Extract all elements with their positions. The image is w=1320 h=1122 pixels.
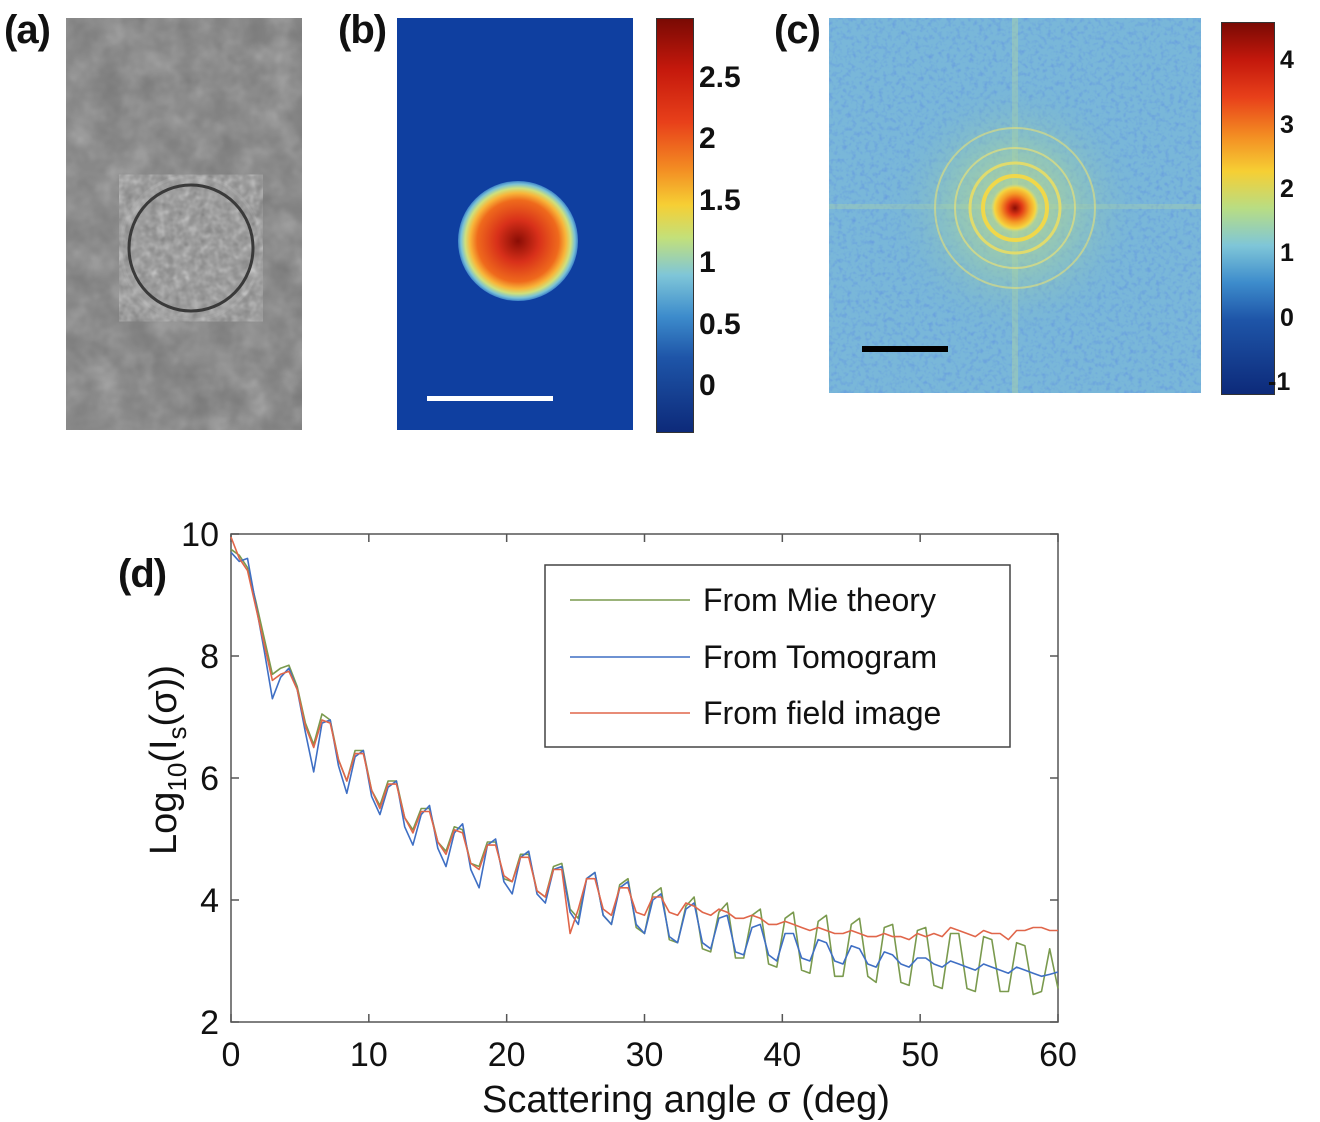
panel-label-d: (d) — [118, 552, 167, 596]
cb-b-tick: 0 — [699, 369, 716, 402]
y-tick-label: 10 — [181, 516, 219, 554]
y-tick-label: 6 — [200, 760, 219, 798]
y-tick-label: 2 — [200, 1004, 219, 1042]
legend-label: From Tomogram — [703, 639, 937, 675]
cb-c-tick: 3 — [1280, 111, 1294, 139]
panel-a-micrograph — [66, 18, 302, 430]
cb-c-tick: 1 — [1280, 239, 1294, 267]
cb-c-tick: -1 — [1268, 368, 1291, 396]
x-axis-label: Scattering angle σ (deg) — [482, 1079, 890, 1121]
cb-b-tick: 2 — [699, 122, 716, 155]
panel-label-c: (c) — [774, 8, 821, 52]
panel-label-b: (b) — [338, 8, 387, 52]
x-tick-label: 10 — [350, 1036, 388, 1074]
x-tick-label: 60 — [1039, 1036, 1077, 1074]
legend-label: From Mie theory — [703, 582, 936, 618]
x-tick-label: 30 — [626, 1036, 664, 1074]
panel-b-image — [397, 18, 633, 430]
panel-b-colorbar — [656, 18, 694, 433]
cb-b-tick: 1 — [699, 246, 716, 279]
y-tick-label: 4 — [200, 882, 219, 920]
cb-c-tick: 0 — [1280, 304, 1294, 332]
cb-b-tick: 0.5 — [699, 308, 741, 341]
y-tick-label: 8 — [200, 638, 219, 676]
cb-c-tick: 2 — [1280, 175, 1294, 203]
cb-c-tick: 4 — [1280, 46, 1294, 74]
legend-box — [544, 564, 1011, 748]
x-tick-label: 50 — [901, 1036, 939, 1074]
y-axis-label: Log10(Is(σ)) — [143, 665, 192, 855]
series-line-field — [230, 536, 1058, 941]
panel-c-image — [829, 18, 1201, 393]
panel-c-colorbar — [1221, 22, 1275, 395]
legend-label: From field image — [703, 695, 941, 731]
x-tick-label: 40 — [763, 1036, 801, 1074]
cb-b-tick: 1.5 — [699, 184, 741, 217]
x-tick-label: 0 — [222, 1036, 241, 1074]
cb-b-tick: 2.5 — [699, 61, 741, 94]
legend: From Mie theory From Tomogram From field… — [544, 564, 1011, 748]
x-tick-label: 20 — [488, 1036, 526, 1074]
panel-label-a: (a) — [4, 8, 51, 52]
